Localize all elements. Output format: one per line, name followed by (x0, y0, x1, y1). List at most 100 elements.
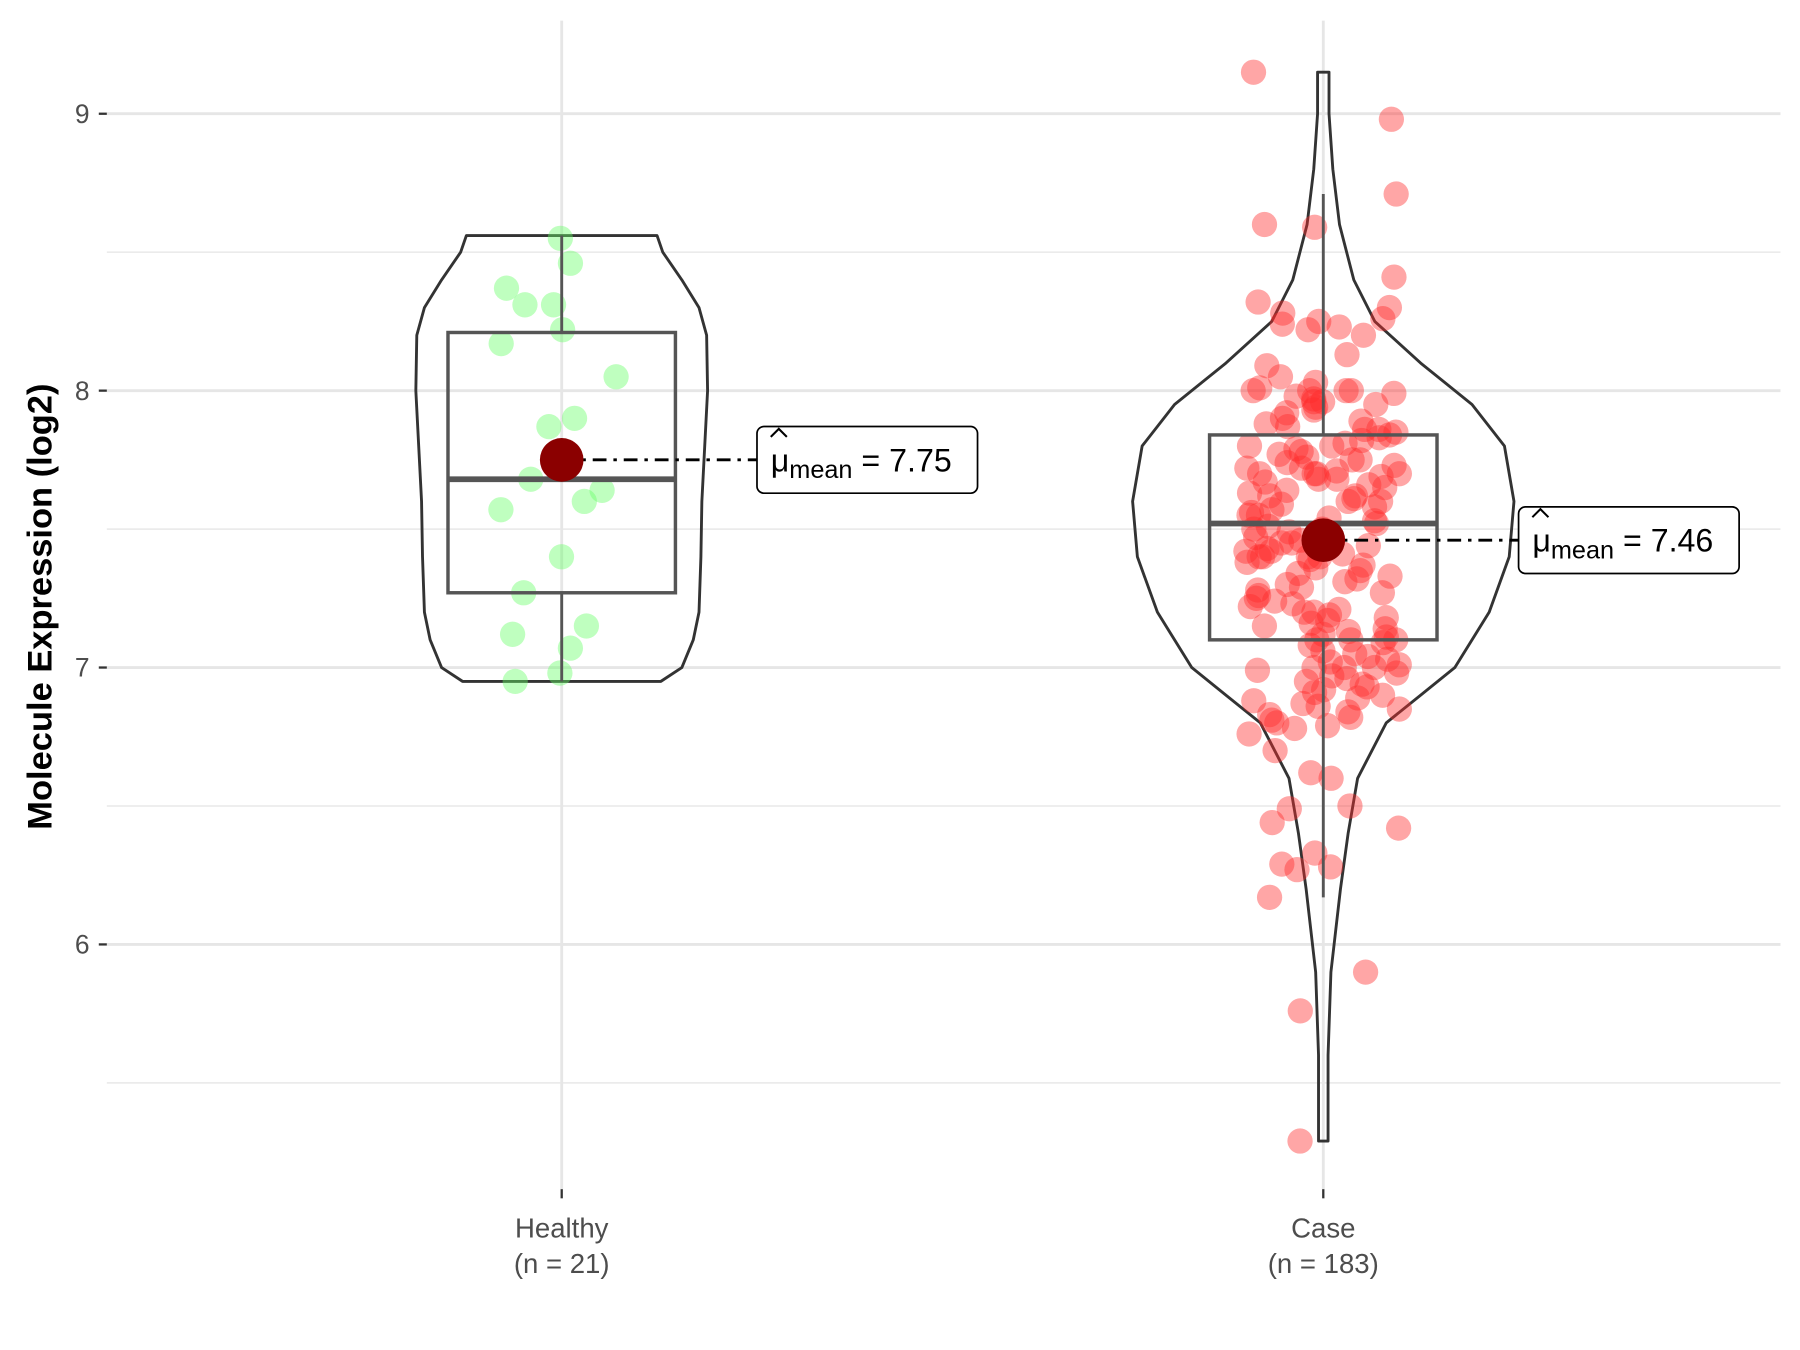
data-point (1301, 461, 1327, 487)
mean-symbol: μ (1532, 523, 1551, 559)
data-point (1368, 463, 1394, 490)
data-point (1339, 447, 1365, 473)
box-case (1207, 433, 1439, 642)
data-point (1254, 535, 1280, 562)
data-point (1293, 668, 1320, 695)
mean-subscript: mean (789, 456, 852, 484)
data-point (1370, 306, 1396, 332)
data-point (1324, 466, 1350, 492)
data-point (512, 292, 538, 318)
data-point (1251, 613, 1278, 639)
y-tick-label: 7 (75, 653, 90, 683)
data-point (1369, 580, 1396, 606)
data-point (1381, 264, 1407, 290)
data-point (1280, 591, 1306, 617)
data-point (1374, 646, 1401, 672)
data-point (1383, 419, 1409, 445)
y-axis-title: Molecule Expression (log2) (22, 384, 60, 830)
data-point (1288, 438, 1314, 465)
y-tick-label: 6 (75, 930, 90, 960)
data-point (1306, 308, 1332, 335)
data-point (1334, 342, 1360, 368)
data-point (1236, 721, 1262, 747)
data-point (1287, 998, 1313, 1024)
data-point (1234, 549, 1260, 575)
data-point (1257, 701, 1283, 728)
data-point (1264, 710, 1290, 736)
data-point (1258, 538, 1284, 564)
data-point (1274, 477, 1300, 503)
data-point (1319, 663, 1345, 689)
data-point (1386, 461, 1413, 487)
data-point (1251, 211, 1278, 238)
data-point (1354, 674, 1380, 700)
data-point (1372, 474, 1398, 501)
data-point (1342, 483, 1369, 509)
data-point (1331, 654, 1357, 681)
data-point (1284, 857, 1310, 883)
data-point (1335, 488, 1361, 515)
data-point (499, 621, 526, 647)
data-point (1259, 809, 1285, 836)
data-point (1352, 959, 1379, 985)
data-point (1250, 544, 1276, 570)
axes: 6 7 8 9 Healthy (n = 21) Case (n = 183) (75, 99, 1379, 1279)
data-point (1350, 322, 1377, 348)
data-point (488, 330, 514, 357)
data-point (1262, 588, 1288, 614)
data-point (1318, 765, 1344, 791)
data-point (536, 413, 562, 440)
data-point (1244, 657, 1271, 683)
mean-value: 7.75 (889, 442, 952, 478)
data-point (548, 544, 575, 570)
data-point (1370, 629, 1396, 656)
data-point (1254, 353, 1280, 379)
data-point (1332, 430, 1358, 456)
mean-point (539, 438, 584, 482)
data-point (1288, 574, 1315, 600)
mean-point (1301, 518, 1346, 562)
data-point (1234, 455, 1260, 481)
data-point (589, 477, 615, 503)
data-point (1301, 679, 1328, 706)
data-point (1294, 444, 1320, 470)
data-point (1268, 530, 1295, 556)
data-point (1323, 458, 1350, 484)
data-point (1347, 447, 1373, 473)
data-point (1337, 793, 1363, 819)
data-point (1253, 411, 1279, 437)
data-point (1298, 610, 1324, 636)
mean-label: μmean = 7.46 (1532, 523, 1713, 565)
data-point (1247, 375, 1273, 401)
data-point (1274, 571, 1300, 598)
data-point (1240, 59, 1267, 85)
box-healthy (446, 330, 678, 595)
data-point (1290, 690, 1316, 717)
data-point (1283, 383, 1309, 409)
data-point (1355, 643, 1381, 670)
data-point (1372, 616, 1398, 642)
data-point (1301, 386, 1327, 412)
data-point (1287, 1128, 1313, 1154)
data-point (1356, 472, 1382, 498)
data-point (1369, 682, 1396, 708)
data-point (1301, 389, 1327, 415)
data-point (540, 292, 567, 318)
data-point (557, 635, 584, 661)
data-point (571, 488, 597, 515)
data-point (1279, 530, 1305, 556)
data-point (1386, 696, 1412, 722)
data-point (1298, 760, 1324, 786)
data-point (603, 364, 629, 390)
data-point (1344, 566, 1370, 592)
x-tick-count-healthy: (n = 21) (514, 1248, 610, 1279)
mean-label-box (756, 425, 979, 495)
data-point (493, 275, 520, 301)
data-point (1334, 665, 1360, 692)
y-tick-label: 8 (75, 376, 90, 406)
data-point (1385, 815, 1412, 841)
